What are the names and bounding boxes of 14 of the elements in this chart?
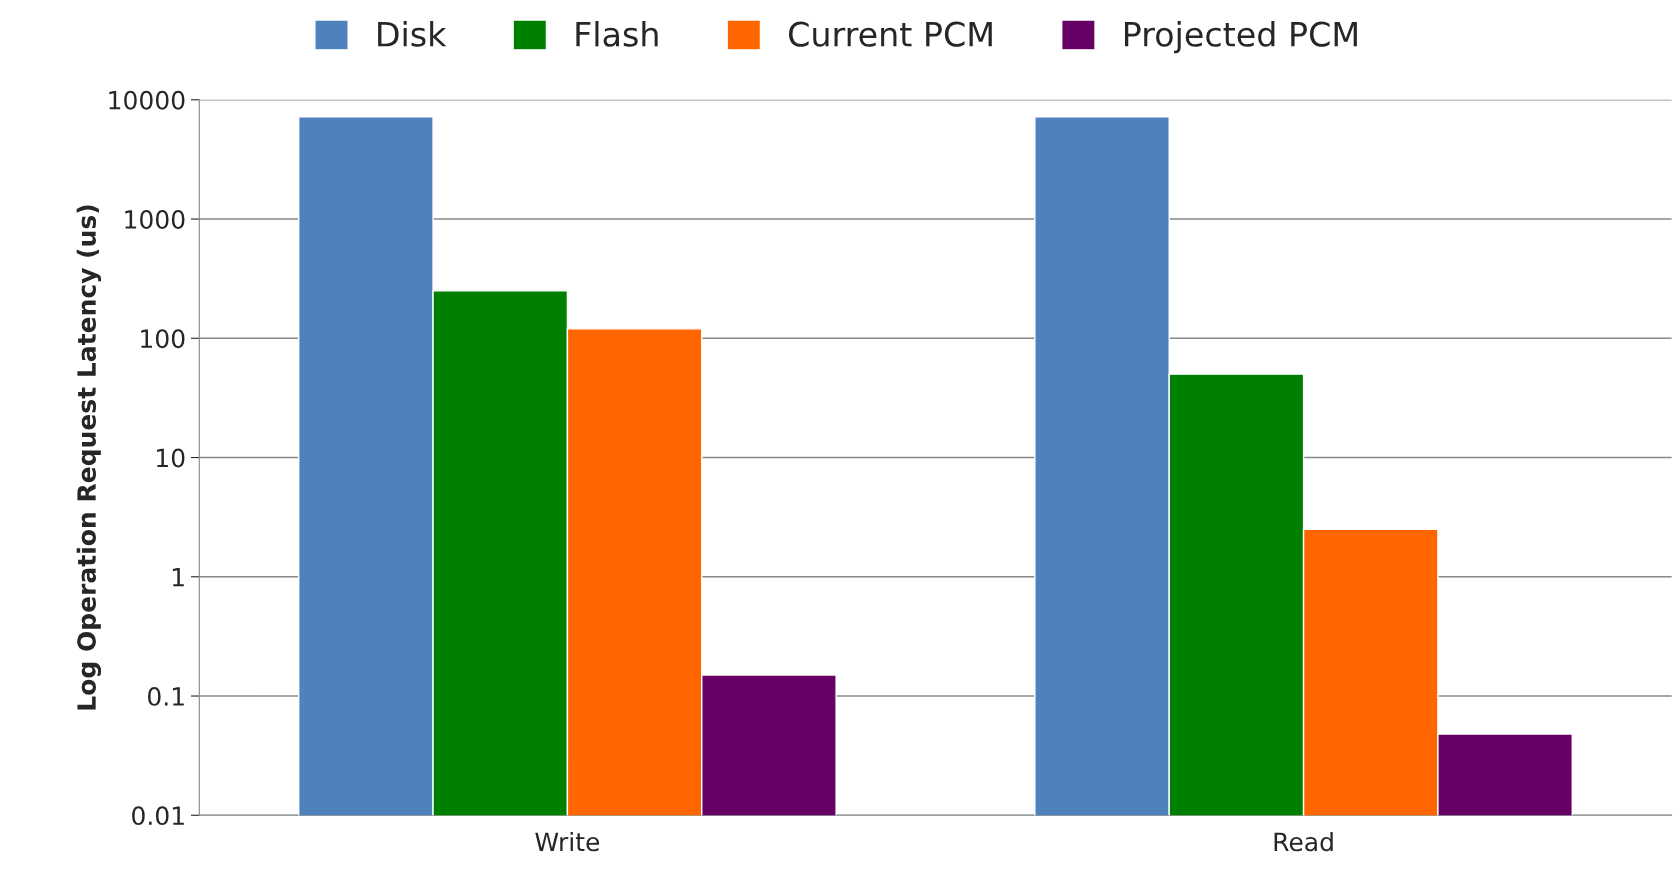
- legend-label: Projected PCM: [1124, 21, 1357, 54]
- y-tick-label: 1000: [125, 209, 185, 229]
- legend-label: Flash: [576, 21, 658, 47]
- y-tick-label: 10000: [109, 90, 185, 110]
- y-tick-label: 10: [157, 448, 185, 468]
- x-tick-label: Write: [535, 831, 600, 852]
- y-tick-label: 0.01: [132, 806, 184, 826]
- y-tick-label: 0.1: [148, 686, 184, 706]
- legend-label: Current PCM: [789, 21, 992, 47]
- y-tick-label: 1: [172, 568, 184, 587]
- legend-label: Disk: [378, 21, 447, 47]
- x-tick-label: Read: [1274, 831, 1333, 852]
- y-tick-label: 100: [141, 329, 185, 349]
- y-axis-title: Log Operation Request Latency (us): [76, 205, 102, 710]
